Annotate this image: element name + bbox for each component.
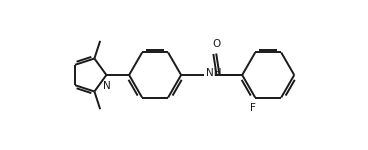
Text: F: F — [250, 103, 256, 113]
Text: O: O — [212, 39, 220, 49]
Text: N: N — [103, 81, 111, 91]
Text: NH: NH — [206, 68, 222, 78]
